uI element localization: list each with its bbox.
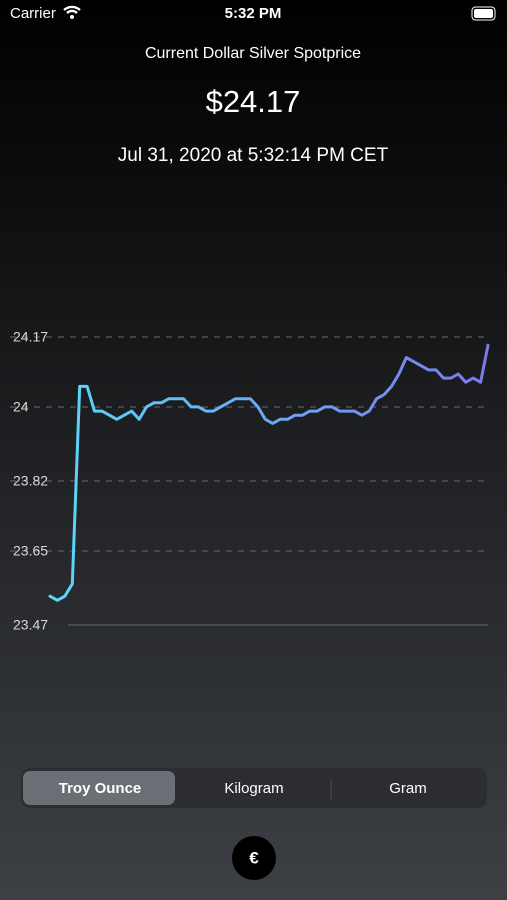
price: $24.17 bbox=[206, 84, 301, 119]
currency-button-label[interactable]: € bbox=[249, 848, 259, 867]
segment-label[interactable]: Gram bbox=[389, 780, 427, 797]
y-tick-label: 23.65 bbox=[13, 543, 48, 559]
price-chart: 24.17 24 23.82 23.65 23.47 bbox=[10, 329, 490, 633]
title: Current Dollar Silver Spotprice bbox=[145, 45, 361, 62]
y-tick-label: 24.17 bbox=[13, 329, 48, 345]
y-tick-label: 23.47 bbox=[13, 617, 48, 633]
price-line bbox=[48, 343, 490, 602]
segment-selected[interactable] bbox=[23, 771, 175, 805]
battery-level bbox=[474, 9, 493, 18]
wifi-dot bbox=[70, 15, 74, 19]
segments: Troy Ounce Kilogram Gram bbox=[23, 771, 427, 805]
wifi-icon bbox=[63, 5, 81, 14]
y-tick-label: 24 bbox=[13, 399, 29, 415]
battery bbox=[471, 6, 496, 21]
y-tick-label: 23.82 bbox=[13, 473, 48, 489]
segment-label[interactable]: Kilogram bbox=[224, 780, 283, 797]
timestamp: Jul 31, 2020 at 5:32:14 PM CET bbox=[118, 145, 389, 166]
carrier: Carrier bbox=[10, 5, 56, 22]
segment-label[interactable]: Troy Ounce bbox=[59, 780, 142, 797]
clock: 5:32 PM bbox=[225, 5, 282, 22]
currency-button[interactable] bbox=[232, 836, 276, 880]
